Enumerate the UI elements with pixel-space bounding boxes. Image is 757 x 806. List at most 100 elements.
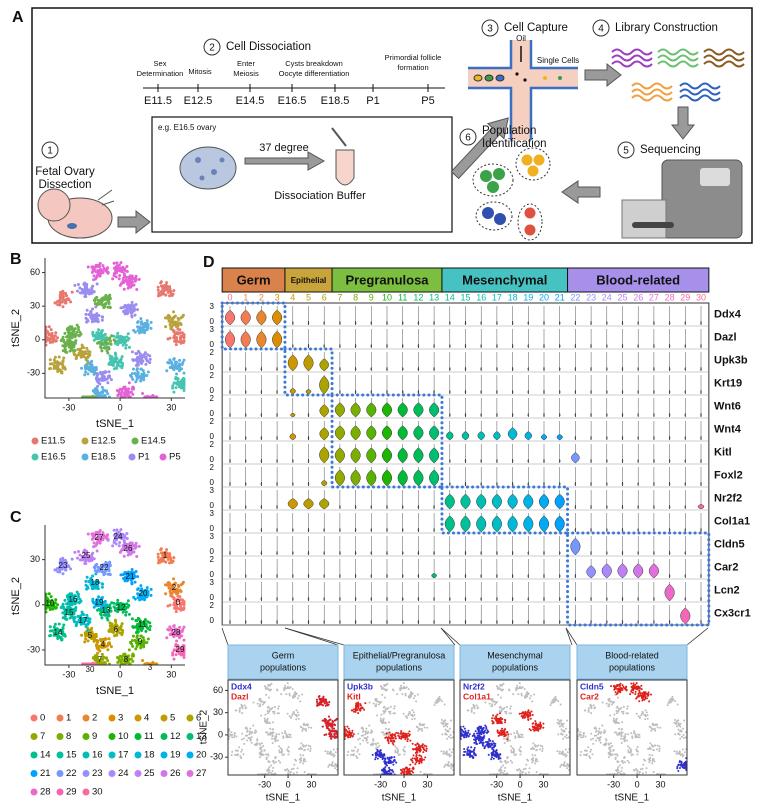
violin <box>401 366 404 372</box>
violin <box>511 481 514 487</box>
cell-point <box>450 719 453 722</box>
violin <box>480 550 482 556</box>
cell-point <box>233 732 236 735</box>
cell-point <box>439 698 442 701</box>
cell-point <box>72 329 76 333</box>
cell-point <box>62 356 66 360</box>
cell-point <box>121 265 125 269</box>
legend-label: 24 <box>118 768 129 779</box>
cell-point <box>92 290 96 294</box>
violin <box>524 431 533 441</box>
cell-point <box>443 703 446 706</box>
violin <box>260 573 263 579</box>
cell-point <box>76 289 80 293</box>
violin <box>511 619 514 625</box>
cell-point <box>94 305 98 309</box>
arrow-group <box>561 180 601 204</box>
cell-point <box>96 317 100 321</box>
cell-point <box>162 286 166 290</box>
x-tick-label: -30 <box>62 669 75 679</box>
cell-point <box>244 734 247 737</box>
arrow <box>670 106 696 140</box>
cell-point <box>259 746 262 749</box>
cell-point <box>45 330 49 334</box>
violin <box>511 573 514 579</box>
cluster-number: 6 <box>322 292 327 302</box>
cell-point <box>127 648 131 652</box>
cell-point <box>86 367 90 371</box>
violin <box>276 596 278 602</box>
cell-point <box>142 372 146 376</box>
legend-label: E18.5 <box>91 452 116 463</box>
violin <box>543 458 545 464</box>
cell-point <box>134 569 138 573</box>
cell-point <box>441 700 444 703</box>
cell-point <box>91 307 95 311</box>
cell-point <box>126 391 130 395</box>
violin <box>621 481 624 487</box>
cell-point <box>127 345 131 349</box>
violin <box>240 330 251 349</box>
cell <box>524 207 536 219</box>
cell-point <box>167 583 171 587</box>
cell-point <box>104 293 108 297</box>
cell-point <box>166 604 170 608</box>
violin <box>244 550 247 556</box>
cell-point <box>133 313 137 317</box>
cell-point <box>178 336 182 340</box>
cell-point <box>141 369 145 373</box>
cell-point <box>169 592 173 596</box>
cell-point <box>129 390 133 394</box>
cell-point <box>402 749 405 752</box>
legend-label: 26 <box>170 768 181 779</box>
cell-point <box>110 601 114 605</box>
legend-label: 11 <box>144 731 154 742</box>
violin <box>292 550 294 556</box>
cell-point <box>63 331 67 335</box>
cell-point <box>98 391 102 395</box>
violin <box>680 607 691 625</box>
violin <box>350 425 361 441</box>
violin <box>307 573 310 579</box>
cell-point <box>157 291 161 295</box>
violin <box>558 412 561 418</box>
cell-point <box>130 375 134 379</box>
cell-point <box>112 271 116 275</box>
cell-point <box>172 315 176 319</box>
y-axis-label: tSNE_2 <box>10 577 22 615</box>
expressing-cell <box>328 701 331 704</box>
cell-point <box>67 564 71 568</box>
gene-label: Upk3b <box>714 354 748 366</box>
cell-point <box>241 712 244 715</box>
cell-point <box>73 332 77 336</box>
timepoint: E14.5 <box>236 95 265 107</box>
cell-point <box>277 733 280 736</box>
tube <box>335 149 355 186</box>
cell-point <box>127 307 131 311</box>
cell-point <box>178 588 182 592</box>
violin <box>684 481 687 487</box>
gene-label: Ddx4 <box>714 308 742 320</box>
cluster-number: 0 <box>227 292 232 302</box>
violin <box>558 366 561 372</box>
cell-point <box>293 693 296 696</box>
legend-label: P5 <box>169 452 181 463</box>
expressing-cell <box>318 695 321 698</box>
cell-point <box>57 622 61 626</box>
violin <box>684 366 687 372</box>
cell-point <box>86 265 90 269</box>
cluster-number: 15 <box>460 292 470 302</box>
cell-point <box>130 350 134 354</box>
gene-label: Kitl <box>714 446 732 458</box>
violin <box>477 431 485 441</box>
cell-point <box>395 747 398 750</box>
cell <box>493 168 505 180</box>
cell-point <box>119 334 123 338</box>
cell-point <box>176 594 180 598</box>
cell-point <box>445 733 448 736</box>
cell-point <box>118 273 122 277</box>
cell-point <box>134 545 138 549</box>
legend-swatch <box>30 751 38 759</box>
cell-point <box>69 300 73 304</box>
cell-point <box>335 765 338 768</box>
